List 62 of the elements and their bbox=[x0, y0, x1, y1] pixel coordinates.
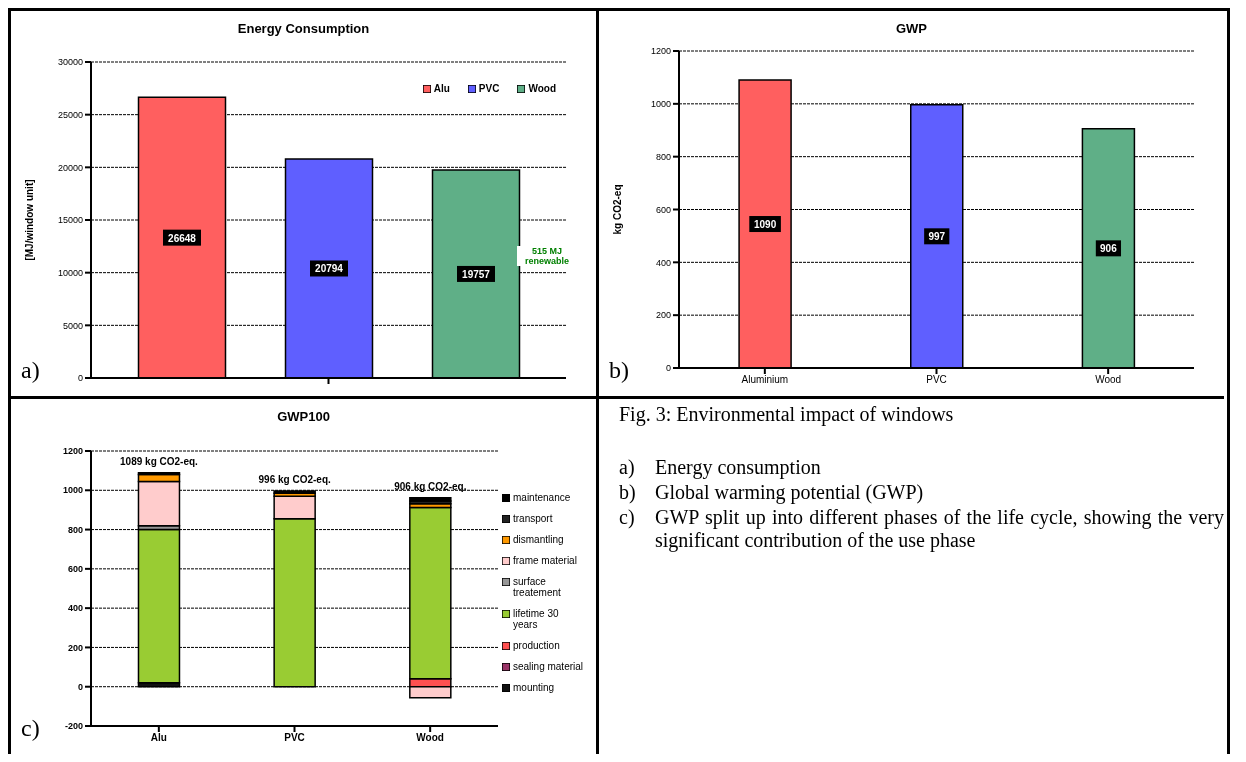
text: a) Energy consumption bbox=[619, 456, 821, 479]
legend-label: frame material bbox=[513, 555, 577, 566]
data-label: 26648 bbox=[168, 232, 197, 244]
y-tick-label: -200 bbox=[64, 721, 83, 732]
y-axis-title: [MJ/window unit] bbox=[23, 179, 35, 261]
text: a) bbox=[21, 357, 40, 384]
x-tick-label: Alu bbox=[150, 732, 167, 744]
text: c) GWP split up into different phases of the life cycle, showing the very significant contribution of the use phase bbox=[619, 506, 1224, 552]
y-tick-label: 1200 bbox=[62, 446, 83, 457]
y-axis-title: kg CO2-eq bbox=[611, 184, 623, 235]
legend-label: lifetime 30 years bbox=[513, 608, 560, 630]
legend-label: transport bbox=[513, 513, 553, 524]
data-label: 20794 bbox=[315, 263, 344, 275]
y-tick-label: 1000 bbox=[62, 485, 83, 496]
y-tick-label: 1200 bbox=[650, 46, 671, 57]
y-tick-label: 5000 bbox=[62, 320, 83, 331]
text: c) bbox=[21, 715, 40, 742]
y-tick-label: 0 bbox=[77, 373, 83, 384]
y-tick-label: 600 bbox=[655, 204, 671, 215]
y-tick-label: 1000 bbox=[650, 99, 671, 110]
y-tick-label: 10000 bbox=[57, 267, 83, 278]
x-tick-label: Wood bbox=[416, 732, 444, 744]
total-label: 906 kg CO2-eq. bbox=[394, 480, 467, 492]
y-tick-label: 400 bbox=[655, 257, 671, 268]
total-label: 996 kg CO2-eq. bbox=[258, 474, 331, 486]
x-tick-label: PVC bbox=[284, 732, 305, 744]
y-tick-label: 600 bbox=[67, 564, 83, 575]
y-tick-label: 200 bbox=[67, 642, 83, 653]
y-tick-label: 0 bbox=[77, 681, 83, 692]
chart-title: GWP100 bbox=[276, 408, 331, 426]
legend-label: mounting bbox=[513, 682, 555, 693]
legend-label: surface treatement bbox=[513, 576, 562, 598]
data-label: 997 bbox=[928, 231, 946, 243]
y-tick-label: 800 bbox=[67, 524, 83, 535]
legend-label: PVC bbox=[478, 83, 500, 94]
legend-label: dismantling bbox=[513, 534, 564, 545]
chart-title: GWP bbox=[894, 20, 929, 38]
x-tick-label: Wood bbox=[1095, 374, 1122, 386]
y-tick-label: 400 bbox=[67, 603, 83, 614]
text: b) Global warming potential (GWP) bbox=[619, 481, 924, 504]
legend-label: production bbox=[513, 640, 560, 651]
legend-label: maintenance bbox=[513, 492, 571, 503]
legend-label: sealing material bbox=[513, 661, 584, 672]
y-tick-label: 15000 bbox=[57, 215, 83, 226]
legend-label: Wood bbox=[528, 83, 556, 94]
data-label: 906 bbox=[1100, 243, 1118, 255]
y-tick-label: 0 bbox=[665, 363, 671, 374]
y-tick-label: 200 bbox=[655, 310, 671, 321]
legend-label: Alu bbox=[433, 83, 450, 94]
x-tick-label: Aluminium bbox=[741, 374, 789, 386]
y-tick-label: 20000 bbox=[57, 162, 83, 173]
data-label: 1090 bbox=[753, 219, 777, 231]
text: Fig. 3: Environmental impact of windows bbox=[619, 403, 955, 426]
chart-title: Energy Consumption bbox=[236, 20, 371, 38]
y-tick-label: 800 bbox=[655, 151, 671, 162]
data-label: 19757 bbox=[462, 268, 491, 280]
annotation: 515 MJ renewable bbox=[517, 245, 578, 266]
x-tick-label: PVC bbox=[926, 374, 947, 386]
total-label: 1089 kg CO2-eq. bbox=[120, 455, 199, 467]
y-tick-label: 25000 bbox=[57, 109, 83, 120]
y-tick-label: 30000 bbox=[57, 57, 83, 68]
text: b) bbox=[609, 357, 629, 384]
